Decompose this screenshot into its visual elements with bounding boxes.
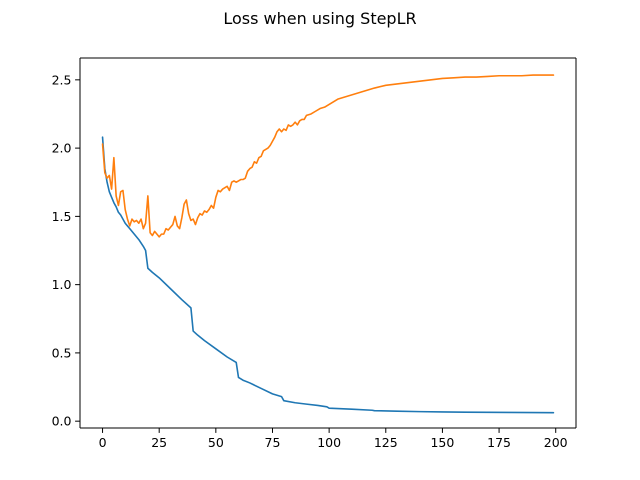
x-tick-label: 50 [208, 435, 224, 450]
y-axis-ticks: 0.0 0.5 1.0 1.5 2.0 2.5 [52, 72, 80, 429]
series-line-train [101, 136, 555, 414]
x-tick-label: 75 [265, 435, 281, 450]
y-tick-label: 0.0 [52, 414, 72, 429]
y-tick-label: 1.5 [52, 209, 72, 224]
x-tick-label: 150 [430, 435, 454, 450]
y-tick-label: 2.0 [52, 141, 72, 156]
x-axis-ticks: 0 25 50 75 100 125 150 175 200 [99, 428, 568, 450]
plot-area [80, 58, 576, 428]
x-tick-label: 200 [544, 435, 568, 450]
x-tick-label: 125 [374, 435, 398, 450]
x-tick-label: 175 [487, 435, 511, 450]
x-tick-label: 25 [151, 435, 167, 450]
series-line-validation [101, 74, 555, 238]
x-tick-label: 0 [99, 435, 107, 450]
y-tick-label: 0.5 [52, 345, 72, 360]
series-layer [101, 74, 555, 414]
y-tick-label: 2.5 [52, 72, 72, 87]
y-tick-label: 1.0 [52, 277, 72, 292]
x-tick-label: 100 [317, 435, 341, 450]
chart-title: Loss when using StepLR [223, 9, 416, 28]
